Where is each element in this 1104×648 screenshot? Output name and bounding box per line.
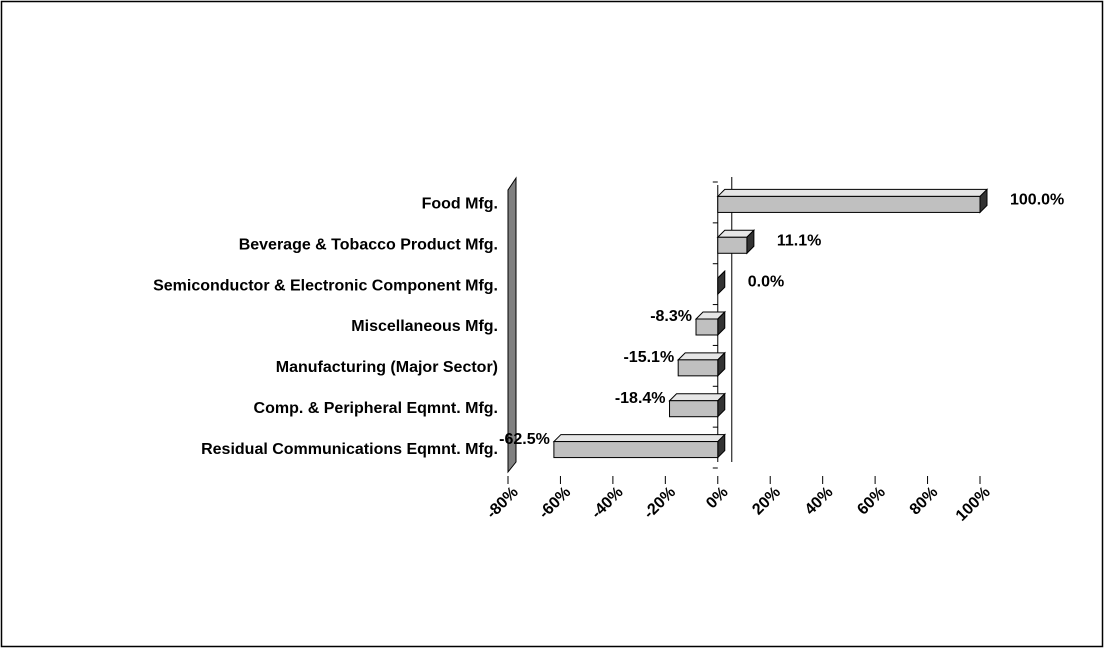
y-tick-label: Comp. & Peripheral Eqmnt. Mfg. (254, 400, 498, 417)
bar (695, 318, 719, 336)
value-label: 0.0% (748, 273, 784, 290)
value-label: 100.0% (1010, 192, 1064, 209)
bar-top (716, 188, 989, 197)
bar (717, 195, 981, 213)
y-tick-label: Beverage & Tobacco Product Mfg. (239, 237, 498, 254)
bar (717, 236, 748, 254)
y-tick-label: Food Mfg. (422, 196, 498, 213)
y-tick-label: Semiconductor & Electronic Component Mfg… (153, 277, 498, 294)
value-label: -15.1% (623, 349, 674, 366)
y-tick-label: Manufacturing (Major Sector) (276, 359, 498, 376)
y-tick-label: Miscellaneous Mfg. (351, 318, 498, 335)
value-label: 11.1% (777, 233, 821, 250)
value-label: -18.4% (615, 390, 666, 407)
bar-top (676, 352, 726, 361)
bar-top (552, 434, 726, 443)
value-label: -8.3% (650, 308, 692, 325)
bar-top (668, 393, 726, 402)
y-tick-label: Residual Communications Eqmnt. Mfg. (201, 441, 498, 458)
bar (553, 441, 719, 459)
back-wall (507, 176, 517, 474)
bar (677, 359, 719, 377)
bar-side (717, 269, 726, 296)
value-label: -62.5% (499, 431, 550, 448)
bar (669, 400, 719, 418)
